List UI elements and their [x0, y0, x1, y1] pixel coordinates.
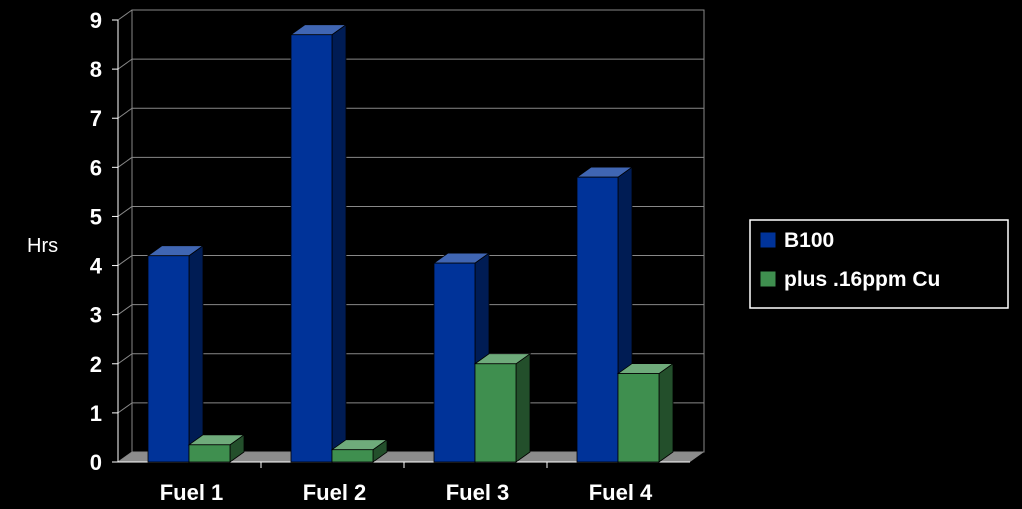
bar-front	[617, 373, 660, 463]
legend-label: B100	[784, 229, 834, 252]
bar-front	[290, 34, 333, 463]
bar-front	[433, 262, 476, 463]
y-tick-label: 8	[90, 57, 102, 82]
gridline-diag	[117, 206, 133, 217]
gridline-diag	[117, 451, 133, 463]
legend: B100 plus .16ppm Cu	[749, 219, 1009, 309]
legend-swatch	[759, 231, 777, 249]
chart-floor	[118, 452, 704, 462]
bar-cu-3	[473, 353, 532, 463]
bar-cu-2	[330, 438, 389, 463]
y-tick-label: 4	[90, 254, 103, 279]
bar-front	[188, 444, 231, 463]
y-tick-label: 5	[90, 204, 102, 229]
gridline-diag	[117, 107, 133, 119]
legend-swatch	[759, 270, 777, 288]
bar-side	[658, 362, 674, 463]
y-tick-label: 0	[90, 450, 102, 475]
bars	[146, 23, 675, 463]
bar-side	[188, 244, 204, 463]
gridline-diag	[117, 304, 133, 316]
bar-b100-2	[289, 23, 348, 463]
y-tick-label: 7	[90, 106, 102, 131]
gridline-diag	[117, 353, 133, 365]
x-category-label: Fuel 3	[446, 480, 510, 505]
legend-label: plus .16ppm Cu	[784, 268, 940, 291]
bar-side	[515, 353, 531, 463]
x-category-label: Fuel 1	[160, 480, 224, 505]
bar-cu-4	[616, 362, 675, 463]
x-category-label: Fuel 2	[303, 480, 367, 505]
gridline-diag	[117, 402, 133, 414]
bar-front	[474, 363, 517, 463]
y-axis-label: Hrs	[27, 235, 58, 257]
gridline-diag	[117, 156, 133, 168]
y-tick-label: 6	[90, 155, 102, 180]
gridline-diag	[117, 58, 133, 70]
y-tick-label: 9	[90, 8, 102, 33]
y-tick-label: 3	[90, 303, 102, 328]
bar-front	[331, 449, 374, 463]
legend-box	[749, 219, 1009, 309]
bar-side	[331, 23, 347, 463]
bar-b100-1	[146, 244, 205, 463]
x-category-labels: Fuel 1 Fuel 2 Fuel 3 Fuel 4	[160, 480, 653, 505]
x-category-label: Fuel 4	[589, 480, 653, 505]
bar-cu-1	[187, 434, 246, 463]
bar-front	[576, 176, 619, 463]
gridline-diag	[117, 9, 133, 21]
y-tick-label: 1	[90, 401, 102, 426]
gridline-diag	[117, 255, 133, 266]
y-tick-label: 2	[90, 352, 102, 377]
y-tick-labels: 0 1 2 3 4 5 6 7 8 9	[90, 8, 103, 475]
bar-front	[147, 255, 190, 463]
